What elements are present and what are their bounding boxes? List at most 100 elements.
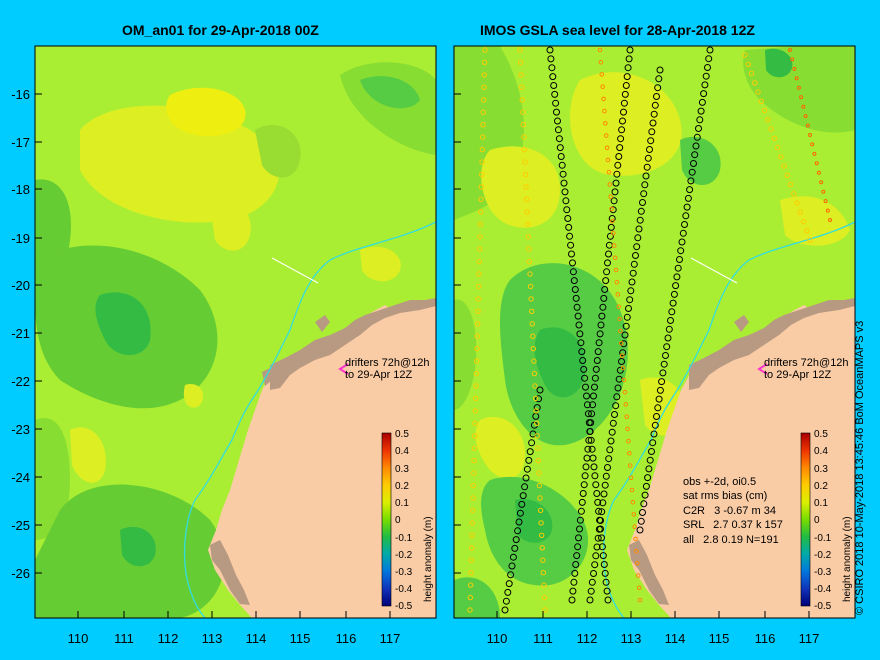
track-marker [797,209,803,216]
track-marker [651,421,659,429]
track-marker [549,73,557,81]
colorbar-tick-label: 0.5 [395,429,409,440]
track-marker [475,296,481,302]
track-marker [637,597,643,603]
colorbar-tick-label: -0.5 [395,601,413,612]
right-anomaly-field [454,46,855,618]
track-marker [593,490,601,497]
right-drifter-note: drifters 72h@12h to 29-Apr 12Z [764,357,849,381]
track-marker [535,445,541,451]
track-marker [471,458,477,464]
track-marker [568,250,575,258]
track-marker [581,472,589,480]
track-marker [511,544,519,552]
track-marker [604,596,612,604]
track-marker [594,498,602,506]
track-marker [575,321,583,329]
track-marker [607,182,613,187]
track-marker [807,237,813,243]
track-marker [645,465,653,473]
track-marker [615,292,621,297]
track-marker [625,55,633,63]
lon-tick-label: 113 [621,631,642,646]
lon-tick-label: 111 [114,631,134,646]
track-marker [468,582,474,588]
track-marker [595,525,603,533]
lat-tick-label: -26 [11,566,30,581]
drifter-note-line2: to 29-Apr 12Z [764,369,832,381]
track-marker [641,491,649,499]
lon-tick-label: 117 [799,631,820,646]
track-marker [604,464,611,471]
track-marker [599,72,605,77]
lat-tick-label: -25 [11,518,30,533]
track-marker [620,365,626,371]
lon-tick-label: 117 [380,631,401,646]
track-marker [619,353,625,358]
track-marker [582,383,589,391]
track-marker [536,482,543,489]
track-marker [576,516,584,524]
track-marker [525,221,531,227]
track-marker [593,357,601,364]
track-marker [635,225,643,233]
track-marker [619,341,624,346]
track-marker [656,66,664,74]
right-map-panel [454,46,855,618]
track-marker [787,181,794,188]
track-marker [810,142,815,147]
track-marker [588,445,596,453]
track-marker [686,186,694,194]
track-marker [615,153,623,160]
track-marker [693,133,701,141]
track-marker [469,545,475,551]
track-marker [473,383,479,389]
track-marker [621,377,627,383]
right-lon-axis: 110 111 112 113 114 115 116 117 [487,631,820,646]
drifter-note-line2: to 29-Apr 12Z [345,369,413,381]
track-marker [636,526,644,534]
track-marker [469,520,475,526]
track-marker [805,123,810,128]
lon-tick-label: 115 [290,631,311,646]
lat-tick-label: -16 [11,87,30,102]
track-marker [605,455,613,463]
track-marker [639,199,646,206]
track-marker [524,209,530,215]
track-marker [559,170,567,178]
track-marker [554,117,561,125]
track-marker [639,509,646,516]
track-marker [647,137,655,145]
left-colorbar-title: height anomaly (m) [423,516,434,602]
track-marker [704,64,711,71]
track-marker [601,569,609,577]
left-lat-axis: -16 -17 -18 -19 -20 -21 -22 -23 -24 -25 … [11,87,30,581]
track-marker [695,125,702,132]
track-marker [573,552,581,560]
lon-tick-label: 115 [709,631,730,646]
track-marker [516,509,524,517]
lon-tick-label: 112 [158,631,179,646]
drifter-note-line1: drifters 72h@12h [764,357,849,369]
track-marker [534,433,540,439]
track-marker [569,259,576,267]
track-marker [654,404,662,412]
track-marker [640,500,648,508]
track-marker [522,171,529,178]
drifter-note-line1: drifters 72h@12h [345,357,430,369]
track-marker [577,339,585,347]
track-marker [602,578,610,586]
track-marker [674,264,682,272]
track-marker [560,179,568,187]
colorbar-tick-label: 0.2 [395,481,409,492]
track-marker [596,330,604,338]
track-marker [478,209,484,215]
track-marker [540,557,546,563]
track-marker [572,294,580,302]
track-marker [616,304,622,310]
track-marker [612,179,620,187]
track-marker [477,246,483,252]
track-marker [472,408,478,414]
track-marker [530,333,536,339]
track-marker [678,238,686,246]
